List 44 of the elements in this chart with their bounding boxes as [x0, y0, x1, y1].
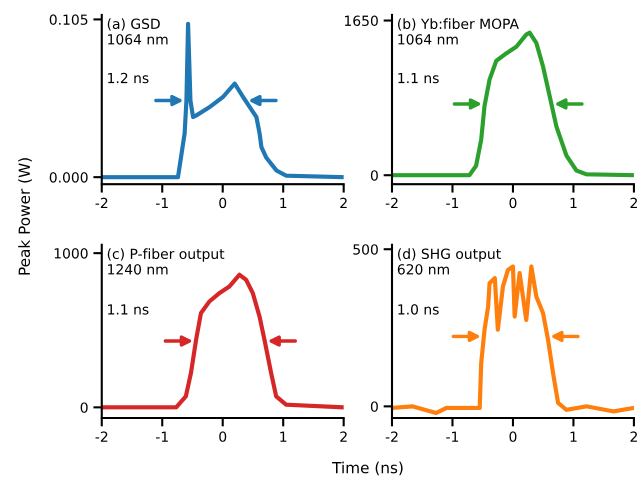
x-tick-label: 2: [630, 431, 637, 442]
chart-title: (d) SHG output: [398, 248, 501, 262]
x-tick-label: 0: [219, 431, 226, 442]
text: 1064 nm: [108, 34, 168, 45]
annotation: 1.0 ns: [398, 304, 439, 315]
x-tick-label: 2: [340, 431, 347, 442]
y-tick-label: 1650: [344, 16, 378, 26]
x-tick-label: -2: [386, 198, 398, 208]
chart-title: (c) P-fiber output: [108, 248, 224, 262]
x-tick-label: 2: [630, 198, 637, 208]
x-tick-label: -1: [156, 198, 168, 208]
x-tick-label: 0: [509, 431, 516, 442]
annotation: 1.1 ns: [108, 304, 148, 315]
y-tick-label: 500: [353, 244, 378, 255]
annotation: 1.1 ns: [398, 72, 439, 84]
x-tick-label: -2: [96, 431, 108, 442]
y-tick-label: 0.000: [50, 172, 88, 183]
x-tick-label: 2: [340, 198, 347, 208]
y-tick-label: 0: [370, 170, 378, 181]
x-tick-label: -1: [446, 432, 458, 442]
x-tick-label: -2: [386, 431, 398, 442]
y-axis-title: Peak Power (W): [18, 158, 32, 275]
x-tick-label: 1: [280, 432, 286, 442]
x-tick-label: 0: [509, 198, 516, 208]
x-tick-label: 0: [219, 198, 226, 208]
y-tick-label: 0: [370, 401, 378, 412]
annotation: 1.2 ns: [108, 72, 148, 84]
x-axis-title: Time (ns): [332, 462, 403, 476]
text: 620 nm: [398, 264, 449, 275]
y-tick-label: 0: [80, 402, 88, 413]
x-tick-label: 1: [570, 432, 577, 442]
x-tick-label: 1: [280, 198, 286, 208]
y-tick-label: 0.105: [50, 14, 88, 25]
line-series: [392, 30, 634, 178]
y-tick-label: 1000: [54, 248, 88, 259]
line-series: [392, 264, 634, 416]
x-tick-label: 1: [570, 198, 577, 208]
x-tick-label: -1: [156, 432, 168, 442]
x-tick-label: -1: [446, 198, 458, 208]
chart-title: (b) Yb:fiber MOPA: [398, 18, 519, 31]
x-tick-label: -2: [96, 198, 108, 208]
chart-title: (a) GSD: [108, 18, 160, 31]
text: 1240 nm: [108, 264, 168, 275]
text: 1064 nm: [398, 34, 458, 45]
